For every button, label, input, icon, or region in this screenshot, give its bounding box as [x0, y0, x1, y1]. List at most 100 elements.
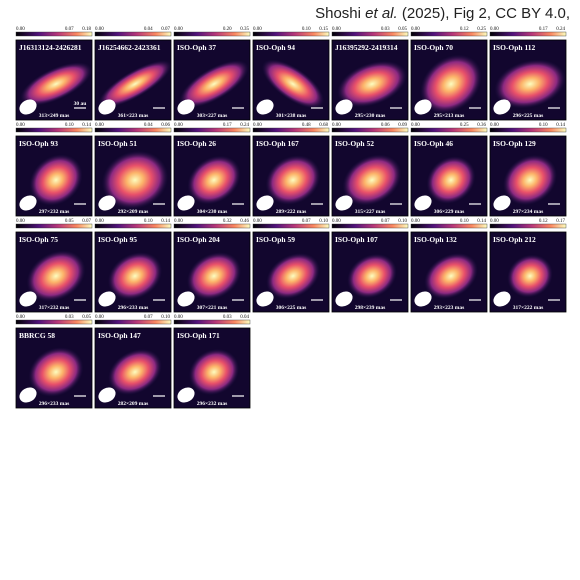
source-name: ISO-Oph 52	[335, 139, 374, 148]
colorbar-tick-label: 0.00	[95, 315, 104, 320]
beam-size: 315×227 mas	[355, 209, 385, 215]
beam-size: 298×239 mas	[355, 305, 385, 311]
beam-size: 306×225 mas	[276, 305, 306, 311]
colorbar	[173, 319, 251, 325]
source-name: ISO-Oph 171	[177, 331, 220, 340]
disk-image	[265, 155, 321, 205]
source-name: ISO-Oph 212	[493, 235, 536, 244]
source-name: ISO-Oph 37	[177, 43, 216, 52]
source-name: ISO-Oph 51	[98, 139, 137, 148]
panel: 0.00 0.20 0.35 ISO-Oph 37 303×227 mas	[173, 27, 251, 121]
panel: 0.00 0.25 0.36 ISO-Oph 46 306×229 mas	[410, 123, 488, 217]
beam-size: 297×232 mas	[39, 209, 69, 215]
disk-image	[507, 254, 553, 298]
colorbar-tick-label: 0.17	[223, 123, 232, 128]
beam	[19, 195, 37, 211]
disk-image	[188, 348, 240, 396]
colorbar	[173, 223, 251, 229]
colorbar	[94, 223, 172, 229]
colorbar-tick-label: 0.04	[144, 123, 153, 128]
colorbar	[489, 31, 567, 37]
disk-image	[266, 253, 320, 299]
beam-size: 303×227 mas	[197, 113, 227, 119]
disk-image	[187, 155, 241, 205]
source-name: ISO-Oph 147	[98, 331, 141, 340]
disk-image	[502, 154, 558, 206]
colorbar	[94, 31, 172, 37]
colorbar-tick-label: 0.03	[381, 27, 390, 32]
colorbar-tick-label: 0.07	[144, 315, 153, 320]
colorbar-tick-label: 0.05	[82, 315, 91, 320]
colorbar	[410, 127, 488, 133]
colorbar-tick-label: 0.07	[82, 219, 91, 224]
colorbar	[489, 127, 567, 133]
disk-image	[20, 62, 92, 106]
beam	[19, 99, 37, 115]
colorbar-tick-label: 0.00	[16, 219, 25, 224]
source-name: ISO-Oph 26	[177, 139, 216, 148]
beam	[19, 387, 37, 403]
colorbar-tick-label: 0.00	[174, 219, 183, 224]
panel: 0.00 0.07 0.10 ISO-Oph 147 282×209 mas	[94, 315, 172, 409]
panel: 0.00 0.10 0.15 ISO-Oph 94 301×238 mas	[252, 27, 330, 121]
colorbar	[252, 127, 330, 133]
panel: 0.00 0.04 0.07 J16254662-2423361 361×223 mas	[94, 27, 172, 121]
colorbar-tick-label: 0.10	[144, 219, 153, 224]
beam	[177, 387, 195, 403]
panel: 0.00 0.05 0.07 ISO-Oph 75 317×232 mas	[15, 219, 93, 313]
colorbar	[410, 31, 488, 37]
panel: 0.00 0.03 0.05 BBRCG 58 296×233 mas	[15, 315, 93, 409]
disk-image	[342, 154, 402, 206]
colorbar-tick-label: 0.17	[539, 27, 548, 32]
disk-image	[108, 349, 162, 395]
colorbar	[15, 127, 93, 133]
beam	[335, 195, 353, 211]
colorbar	[15, 319, 93, 325]
colorbar-tick-label: 0.20	[223, 27, 232, 32]
panel: 0.00 0.07 0.18 J16313124-2426281 313×249 mas…	[15, 27, 93, 121]
colorbar-tick-label: 0.25	[460, 123, 469, 128]
beam	[493, 99, 511, 115]
disk-image	[420, 54, 482, 114]
colorbar	[331, 31, 409, 37]
colorbar-tick-label: 0.06	[381, 123, 390, 128]
panel: 0.00 0.04 0.06 ISO-Oph 51 292×209 mas	[94, 123, 172, 217]
colorbar-tick-label: 0.10	[319, 219, 328, 224]
beam-size: 297×234 mas	[513, 209, 543, 215]
colorbar-tick-label: 0.00	[411, 123, 420, 128]
colorbar-tick-label: 0.35	[240, 27, 249, 32]
beam	[335, 99, 353, 115]
colorbar	[94, 319, 172, 325]
colorbar	[331, 127, 409, 133]
disk-image	[426, 156, 476, 204]
beam-size: 293×223 mas	[434, 305, 464, 311]
colorbar	[410, 223, 488, 229]
colorbar-tick-label: 0.00	[16, 123, 25, 128]
source-name: BBRCG 58	[19, 331, 55, 340]
beam-size: 306×229 mas	[434, 209, 464, 215]
panel: 0.00 0.32 0.46 ISO-Oph 204 307×221 mas	[173, 219, 251, 313]
colorbar-tick-label: 0.03	[223, 315, 232, 320]
beam-size: 289×222 mas	[276, 209, 306, 215]
disk-image	[179, 60, 249, 108]
colorbar-tick-label: 0.07	[65, 27, 74, 32]
colorbar-tick-label: 0.10	[398, 219, 407, 224]
colorbar-tick-label: 0.07	[161, 27, 170, 32]
beam-size: 296×232 mas	[197, 401, 227, 407]
credit: Shoshi et al. (2025), Fig 2, CC BY 4.0,	[315, 5, 570, 22]
beam-size: 304×230 mas	[197, 209, 227, 215]
beam	[177, 291, 195, 307]
colorbar-tick-label: 0.00	[16, 315, 25, 320]
credit-text: Shoshi	[315, 5, 365, 22]
beam-size: 361×223 mas	[118, 113, 148, 119]
disk-image	[101, 150, 169, 210]
beam	[177, 99, 195, 115]
panel: 0.00 0.12 0.17 ISO-Oph 212 317×222 mas	[489, 219, 567, 313]
colorbar-tick-label: 0.10	[302, 27, 311, 32]
colorbar-tick-label: 0.00	[174, 315, 183, 320]
colorbar-tick-label: 0.68	[319, 123, 328, 128]
disk-image	[26, 250, 86, 302]
source-name: ISO-Oph 94	[256, 43, 295, 52]
panel: 0.00 0.10 0.14 ISO-Oph 129 297×234 mas	[489, 123, 567, 217]
